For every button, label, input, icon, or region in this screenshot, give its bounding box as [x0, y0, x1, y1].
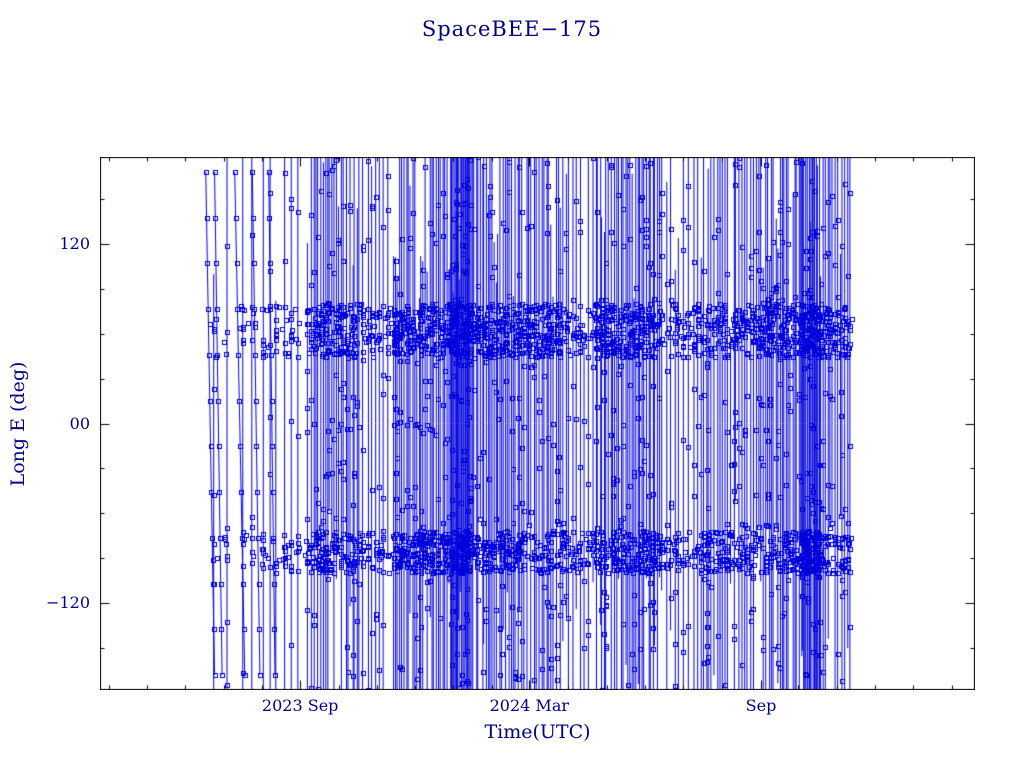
chart-title: SpaceBEE−175 — [421, 17, 603, 41]
x-tick-label: 2024 Mar — [489, 696, 569, 715]
y-tick-label: 120 — [59, 233, 90, 253]
x-tick-label: 2023 Sep — [261, 696, 339, 715]
y-tick-label: −120 — [46, 593, 90, 613]
y-tick-label: 00 — [69, 413, 90, 433]
plot-area — [100, 157, 975, 690]
x-axis-label: Time(UTC) — [484, 721, 591, 743]
x-tick-label: Sep — [745, 696, 777, 715]
